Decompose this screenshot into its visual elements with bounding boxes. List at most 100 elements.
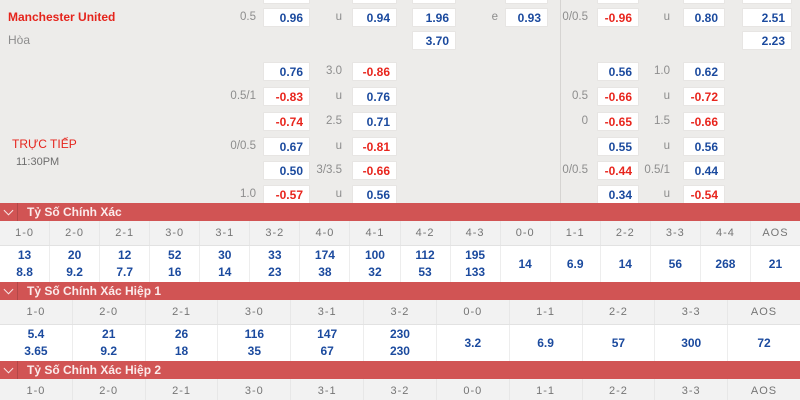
- odds-line-label: 0/0.5: [562, 164, 588, 176]
- score-odds-cell[interactable]: 3.2: [435, 325, 509, 361]
- odds-value-clipped: [742, 0, 792, 4]
- score-column-header: 1-0: [26, 306, 46, 318]
- odds-value[interactable]: 0.96: [263, 8, 310, 27]
- odds-value[interactable]: 0.44: [683, 161, 725, 180]
- score-odds-cell[interactable]: 21 9.2: [71, 325, 145, 361]
- score-odds-cell[interactable]: 174 38: [299, 246, 349, 282]
- score-odds-cell[interactable]: 12 7.7: [99, 246, 149, 282]
- match-odds-area: Manchester United Hòa TRỰC TIẾP 11:30PM …: [0, 0, 800, 204]
- odds-value[interactable]: -0.66: [683, 112, 725, 131]
- score-column-header: 2-1: [99, 221, 149, 245]
- odds-line-label: 0.5: [240, 11, 256, 23]
- odds-value[interactable]: -0.57: [263, 185, 310, 204]
- odds-value[interactable]: 0.93: [505, 8, 548, 27]
- home-team-name: Manchester United: [8, 10, 116, 24]
- odds-value[interactable]: 0.94: [352, 8, 397, 27]
- odds-value[interactable]: 0.71: [352, 112, 397, 131]
- score-odds-cell[interactable]: 230 230: [363, 325, 436, 361]
- odds-value[interactable]: -0.66: [352, 161, 397, 180]
- odds-value[interactable]: 0.34: [597, 185, 639, 204]
- odds-value[interactable]: 0.55: [597, 137, 639, 156]
- score-column-header: 1-0: [15, 227, 34, 239]
- score-odds-cell[interactable]: 13 8.8: [0, 246, 49, 282]
- score-odds-value: 14: [618, 256, 632, 271]
- odds-value[interactable]: 0.76: [263, 62, 310, 81]
- odds-line-label: u: [335, 90, 342, 102]
- odds-value-clipped: [505, 0, 548, 4]
- score-column-header: 2-0: [49, 221, 99, 245]
- odds-value[interactable]: 3.70: [412, 31, 456, 50]
- score-odds-cell[interactable]: 100 32: [349, 246, 399, 282]
- odds-line-label: 0.5: [572, 90, 588, 102]
- score-odds-value: 21: [768, 256, 783, 271]
- score-column-header: 3-3: [649, 221, 700, 245]
- score-odds-cell[interactable]: 112 53: [399, 246, 450, 282]
- odds-value[interactable]: -0.96: [597, 8, 639, 27]
- odds-value[interactable]: 1.96: [412, 8, 456, 27]
- score-odds-cell[interactable]: 57: [581, 325, 655, 361]
- score-odds-cell[interactable]: 116 35: [217, 325, 290, 361]
- score-odds-cell[interactable]: 30 14: [199, 246, 249, 282]
- odds-value[interactable]: 0.76: [352, 87, 397, 106]
- score-odds-cell[interactable]: 20 9.2: [49, 246, 99, 282]
- score-odds-value: 230: [389, 327, 410, 341]
- odds-value[interactable]: -0.66: [597, 87, 639, 106]
- collapse-chevron-icon[interactable]: [0, 361, 18, 379]
- odds-line-label: e: [491, 11, 498, 23]
- score-column-header: 3-1: [199, 221, 249, 245]
- score-odds-cell[interactable]: 26 18: [144, 325, 218, 361]
- odds-value[interactable]: -0.86: [352, 62, 397, 81]
- odds-value[interactable]: 0.67: [263, 137, 310, 156]
- score-odds-cell[interactable]: 195 133: [449, 246, 500, 282]
- odds-value[interactable]: 0.56: [683, 137, 725, 156]
- score-odds-cell[interactable]: 6.9: [549, 246, 600, 282]
- score-column-header: 3-3: [654, 300, 727, 324]
- odds-line-label: u: [663, 11, 670, 23]
- odds-value[interactable]: 0.80: [683, 8, 725, 27]
- score-odds-cell[interactable]: 21: [749, 246, 800, 282]
- score-odds-cell[interactable]: 5.4 3.65: [0, 325, 72, 361]
- odds-value[interactable]: 2.51: [742, 8, 792, 27]
- score-odds-value: 300: [681, 335, 702, 350]
- score-column-header: 2-2: [599, 221, 650, 245]
- score-odds-value: 112: [415, 248, 435, 262]
- odds-value[interactable]: -0.65: [597, 112, 639, 131]
- odds-line-label: 3/3.5: [316, 164, 342, 176]
- odds-value[interactable]: -0.72: [683, 87, 725, 106]
- score-column-header: 3-1: [290, 300, 363, 324]
- score-odds-cell[interactable]: 147 67: [290, 325, 363, 361]
- score-odds-value: 174: [314, 248, 335, 262]
- score-odds-value: 3.2: [464, 335, 482, 350]
- score-odds-cell[interactable]: 14: [499, 246, 550, 282]
- odds-value[interactable]: -0.74: [263, 112, 310, 131]
- score-odds-value: 12: [117, 248, 132, 262]
- odds-value[interactable]: -0.44: [597, 161, 639, 180]
- odds-value[interactable]: 0.62: [683, 62, 725, 81]
- score-odds-cell[interactable]: 14: [599, 246, 650, 282]
- odds-value[interactable]: -0.83: [263, 87, 310, 106]
- odds-value[interactable]: -0.54: [683, 185, 725, 204]
- score-odds-cell[interactable]: 268: [699, 246, 750, 282]
- collapse-chevron-icon[interactable]: [0, 282, 18, 300]
- score-odds-cell[interactable]: 72: [727, 325, 800, 361]
- live-badge: TRỰC TIẾP: [12, 137, 77, 151]
- odds-line-label: u: [335, 140, 342, 152]
- score-column-header: 3-0: [149, 221, 199, 245]
- odds-line-label: 1.5: [654, 115, 670, 127]
- score-odds-value: 116: [244, 327, 265, 341]
- score-header-row: 1-0 2-0 2-1 3-0 3-1 3-2 4-0 4-1 4-2 4-3 0-0 1-1 2-2 3…: [0, 221, 800, 246]
- score-column-header: 4-2: [399, 221, 450, 245]
- score-odds-cell[interactable]: 56: [649, 246, 700, 282]
- score-odds-value: 72: [757, 335, 771, 350]
- score-odds-cell[interactable]: 33 23: [249, 246, 299, 282]
- odds-value[interactable]: 0.50: [263, 161, 310, 180]
- score-odds-cell[interactable]: 52 16: [149, 246, 199, 282]
- collapse-chevron-icon[interactable]: [0, 203, 18, 221]
- score-odds-cell[interactable]: 6.9: [508, 325, 582, 361]
- odds-value[interactable]: 2.23: [742, 31, 792, 50]
- odds-value[interactable]: 0.56: [597, 62, 639, 81]
- score-odds-cell[interactable]: 300: [654, 325, 727, 361]
- score-column-header: 0-0: [435, 379, 509, 400]
- odds-value[interactable]: 0.56: [352, 185, 397, 204]
- odds-value[interactable]: -0.81: [352, 137, 397, 156]
